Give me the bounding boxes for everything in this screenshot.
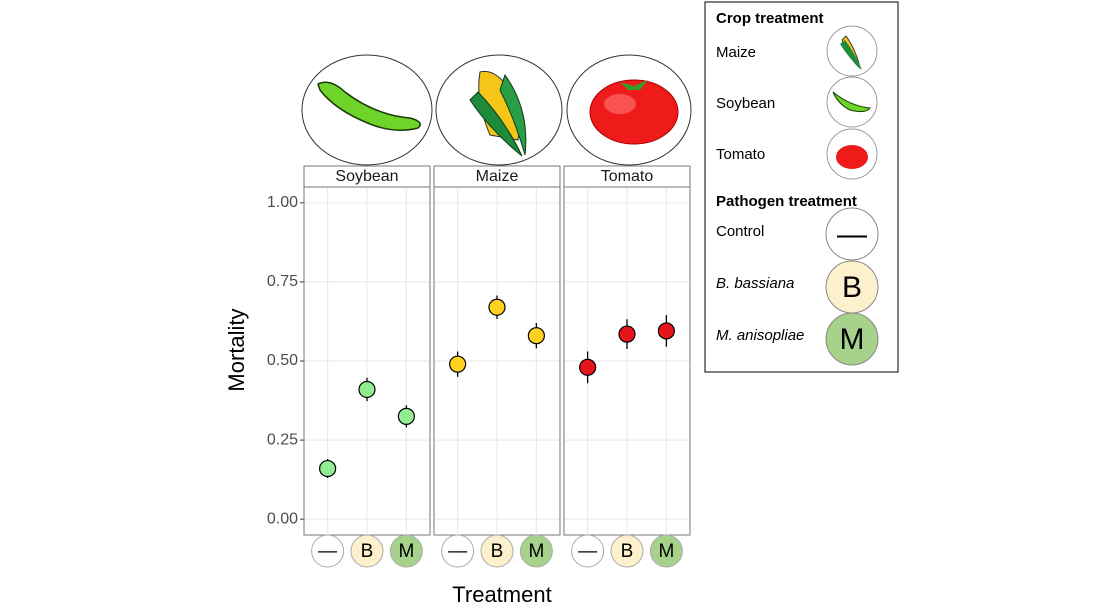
x-tick-symbol <box>350 534 384 568</box>
tomato-icon <box>566 54 692 166</box>
x-tick-symbol <box>571 534 605 568</box>
x-tick-label: — <box>448 541 467 562</box>
legend-label: Maize <box>716 44 756 61</box>
data-point <box>618 325 636 343</box>
legend-label: B. bassiana <box>716 275 794 292</box>
x-tick-label: — <box>578 541 597 562</box>
legend-title: Crop treatment <box>716 10 824 27</box>
data-point <box>657 322 675 340</box>
legend-icon <box>826 128 878 180</box>
x-tick-label: M <box>658 541 674 562</box>
x-tick-label: — <box>318 541 337 562</box>
strip <box>563 165 691 188</box>
strip <box>433 165 561 188</box>
legend-symbol-label: — <box>837 218 867 251</box>
soybean-icon <box>301 54 433 166</box>
x-tick-symbol <box>649 534 683 568</box>
legend-symbol-label: B <box>842 271 862 304</box>
legend-label: M. anisopliae <box>716 327 804 344</box>
legend: Crop treatment Maize Soybean Tomato Path… <box>704 1 899 373</box>
data-point <box>527 327 545 345</box>
legend-label: Control <box>716 223 764 240</box>
x-axis-label: Treatment <box>452 582 551 604</box>
x-tick-symbol <box>441 534 475 568</box>
y-axis-label: Mortality <box>224 308 249 391</box>
x-tick-symbol <box>480 534 514 568</box>
strip-label: Maize <box>476 168 519 185</box>
legend-icon <box>826 25 878 77</box>
legend-icon <box>826 76 878 128</box>
y-tick-label: 0.25 <box>267 431 298 448</box>
y-tick-label: 0.75 <box>267 273 298 290</box>
legend-symbol <box>825 207 879 261</box>
x-tick-label: M <box>398 541 414 562</box>
strip <box>303 165 431 188</box>
strip-label: Soybean <box>335 168 398 185</box>
data-point <box>579 358 597 376</box>
x-tick-symbol <box>389 534 423 568</box>
legend-symbol-label: M <box>840 323 865 356</box>
legend-label: Tomato <box>716 146 765 163</box>
data-point <box>397 407 415 425</box>
data-point <box>488 298 506 316</box>
x-tick-label: B <box>621 541 634 562</box>
x-tick-label: B <box>361 541 374 562</box>
legend-title: Pathogen treatment <box>716 193 857 210</box>
x-tick-symbol <box>610 534 644 568</box>
legend-label: Soybean <box>716 95 775 112</box>
legend-symbol <box>825 312 879 366</box>
x-tick-symbol <box>311 534 345 568</box>
data-point <box>319 459 337 478</box>
y-tick-label: 0.50 <box>267 352 298 369</box>
maize-icon <box>435 54 563 166</box>
data-point <box>449 355 467 373</box>
strip-label: Tomato <box>601 168 654 185</box>
x-tick-label: M <box>528 541 544 562</box>
y-tick-label: 1.00 <box>267 194 298 211</box>
x-tick-symbol <box>519 534 553 568</box>
y-tick-label: 0.00 <box>267 510 298 527</box>
data-point <box>358 380 376 399</box>
x-tick-label: B <box>491 541 504 562</box>
